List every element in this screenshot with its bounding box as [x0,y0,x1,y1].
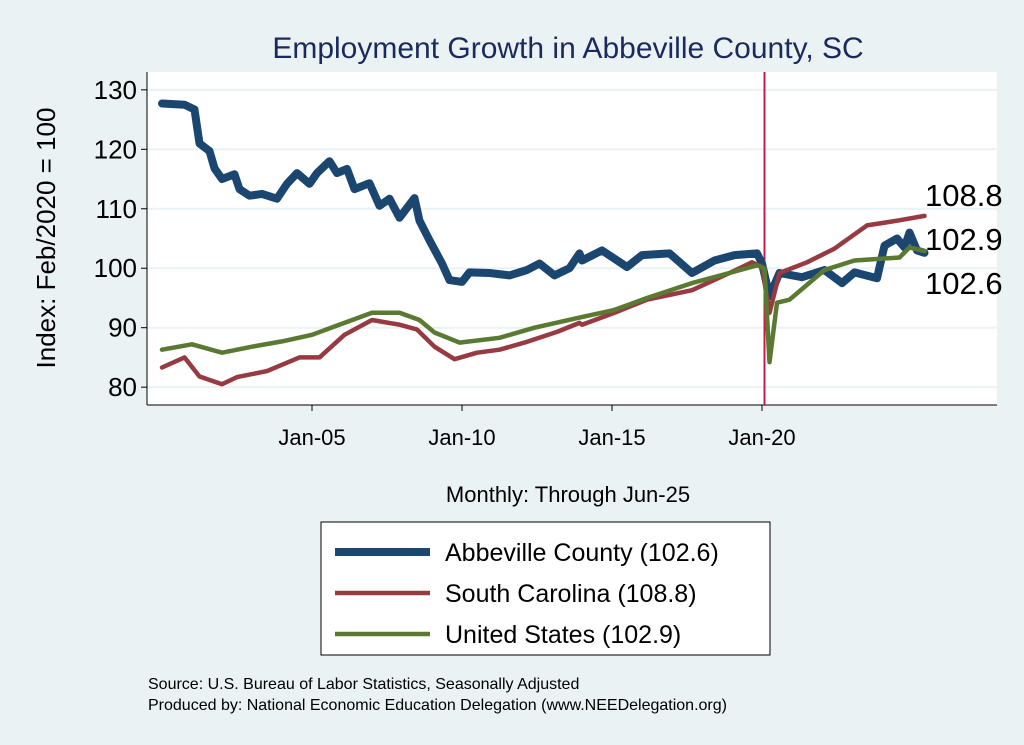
legend-label-2: United States (102.9) [445,621,681,649]
end-label-2: 102.9 [925,222,1003,257]
y-tick-label: 120 [94,134,137,164]
y-tick-label: 110 [96,194,137,224]
legend-label-0: Abbeville County (102.6) [445,539,719,567]
end-label-1: 108.8 [925,178,1003,213]
x-tick-label: Jan-05 [278,425,345,450]
x-tick-label: Jan-15 [578,425,645,450]
y-axis-label: Index: Feb/2020 = 100 [31,108,61,369]
y-tick-label: 130 [94,75,137,105]
series-line-2 [159,245,927,365]
y-tick-label: 90 [108,313,137,343]
x-axis-label: Monthly: Through Jun-25 [446,482,690,507]
legend: Abbeville County (102.6) South Carolina (… [320,521,771,656]
x-tick-label: Jan-20 [728,425,795,450]
series-line-1 [159,213,927,387]
chart-title: Employment Growth in Abbeville County, S… [272,32,863,65]
y-tick-label: 100 [94,253,137,283]
producer-note: Produced by: National Economic Education… [148,697,727,714]
plot-area [147,72,997,405]
end-label-0: 102.6 [925,266,1003,301]
y-tick-label: 80 [108,372,137,402]
legend-label-1: South Carolina (108.8) [445,580,697,608]
source-note: Source: U.S. Bureau of Labor Statistics,… [148,676,579,693]
series-line-0 [158,99,929,301]
x-tick-label: Jan-10 [428,425,495,450]
